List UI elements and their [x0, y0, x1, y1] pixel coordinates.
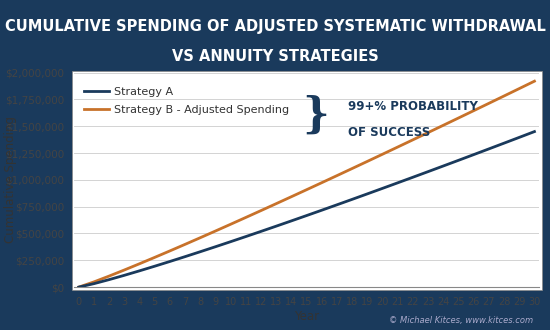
Text: Cumulative Spending: Cumulative Spending: [4, 116, 18, 243]
Text: 99+% PROBABILITY: 99+% PROBABILITY: [349, 100, 478, 114]
Text: VS ANNUITY STRATEGIES: VS ANNUITY STRATEGIES: [172, 49, 378, 64]
Text: }: }: [302, 94, 329, 137]
X-axis label: Year: Year: [294, 310, 319, 323]
Text: OF SUCCESS: OF SUCCESS: [349, 126, 431, 139]
Text: CUMULATIVE SPENDING OF ADJUSTED SYSTEMATIC WITHDRAWAL: CUMULATIVE SPENDING OF ADJUSTED SYSTEMAT…: [4, 19, 546, 34]
Text: © Michael Kitces, www.kitces.com: © Michael Kitces, www.kitces.com: [389, 316, 534, 325]
Legend: Strategy A, Strategy B - Adjusted Spending: Strategy A, Strategy B - Adjusted Spendi…: [80, 82, 294, 119]
